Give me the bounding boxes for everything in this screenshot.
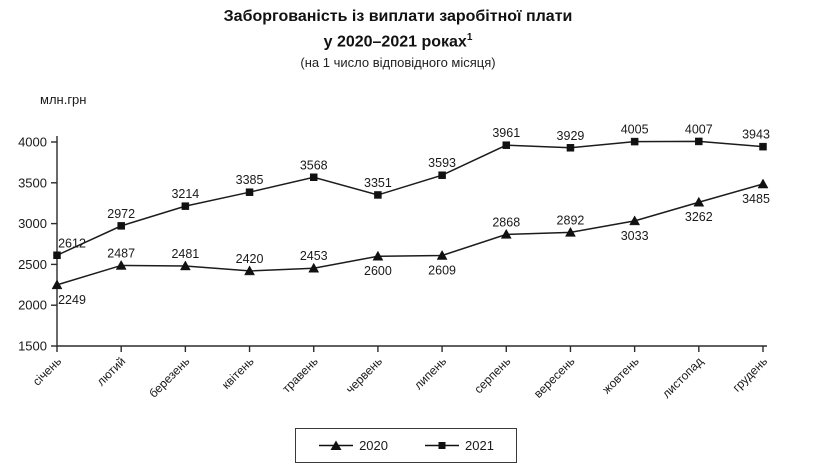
chart-header: Заборгованість із виплати заробітної пла… (0, 6, 796, 70)
data-label-2021: 3929 (557, 129, 585, 143)
data-label-2020: 2420 (236, 252, 264, 266)
data-label-2020: 2892 (557, 213, 585, 227)
x-axis-month-label: травень (279, 354, 320, 395)
data-label-2021: 2972 (107, 207, 135, 221)
data-label-2021: 3385 (236, 173, 264, 187)
series-2021-marker (759, 142, 767, 151)
series-2021-marker (309, 173, 318, 182)
series-2020-marker (372, 250, 384, 261)
legend-label-2021: 2021 (465, 438, 494, 453)
title-footnote-marker: 1 (466, 32, 473, 43)
x-axis-month-label: жовтень (600, 354, 642, 396)
x-axis-month-label: лютий (94, 354, 128, 388)
series-2020-marker (51, 279, 63, 290)
data-label-2020: 2249 (58, 293, 86, 307)
x-axis-month-label: січень (30, 354, 64, 388)
y-axis-tick-label: 2500 (18, 257, 47, 272)
series-2020-marker (308, 262, 320, 273)
data-label-2021: 3214 (171, 187, 199, 201)
data-label-2021: 3961 (492, 126, 520, 140)
series-2020-marker (757, 178, 769, 189)
chart-title-line2: у 2020–2021 роках1 (0, 27, 796, 52)
series-2020-marker (179, 260, 191, 271)
square-marker-icon (425, 442, 459, 449)
series-2021-marker (245, 188, 254, 196)
y-axis-tick-label: 3000 (18, 216, 47, 231)
x-axis-month-label: вересень (531, 354, 578, 401)
data-label-2020: 2453 (300, 249, 328, 263)
series-2021-marker (117, 222, 125, 230)
data-label-2021: 3568 (300, 158, 328, 172)
x-axis-month-label: квітень (219, 354, 257, 392)
data-label-2021: 2612 (58, 236, 86, 250)
data-label-2020: 3262 (685, 210, 713, 224)
series-2021-marker (374, 191, 382, 199)
series-2021-marker (438, 171, 446, 179)
y-axis-tick-label: 1500 (18, 339, 47, 354)
data-label-2020: 2487 (107, 246, 135, 260)
data-label-2021: 3943 (742, 128, 770, 142)
series-2020-line (56, 183, 764, 286)
series-2021-marker (502, 141, 511, 149)
x-axis-month-label: листопад (659, 354, 706, 401)
data-label-2020: 2481 (171, 247, 199, 261)
data-label-2020: 2600 (364, 264, 392, 278)
series-2020-marker (565, 226, 576, 237)
x-axis-month-label: березень (146, 354, 192, 400)
legend-item-2021: 2021 (424, 438, 494, 453)
chart-legend: 2020 2021 (295, 428, 517, 463)
data-label-2021: 4007 (685, 122, 713, 136)
series-2021-marker (630, 137, 639, 146)
legend-item-2020: 2020 (318, 438, 388, 453)
series-2021-marker (566, 144, 575, 152)
series-2021-marker (181, 202, 190, 210)
data-label-2020: 2868 (492, 215, 520, 229)
series-2020-marker (436, 249, 448, 260)
series-2020-marker (629, 215, 641, 226)
series-2021-marker (53, 251, 61, 260)
chart-title-text: Заборгованість із виплати заробітної пла… (223, 8, 573, 25)
data-label-2020: 3485 (742, 192, 770, 206)
data-label-2020: 2609 (428, 264, 456, 278)
triangle-marker-icon (319, 440, 354, 450)
x-axis-month-label: грудень (730, 354, 770, 394)
x-axis-month-label: липень (411, 354, 449, 392)
data-label-2021: 3351 (364, 176, 392, 190)
series-2020-marker (500, 228, 512, 239)
series-2020-marker (244, 265, 255, 276)
y-axis-tick-label: 4000 (18, 135, 47, 150)
data-label-2021: 3593 (428, 156, 456, 170)
chart-subtitle: (на 1 число відповідного місяця) (300, 55, 496, 71)
series-2021-line (56, 140, 764, 256)
data-label-2020: 3033 (621, 229, 649, 243)
series-2021-marker (695, 137, 703, 146)
x-axis-month-label: серпень (471, 354, 513, 396)
chart-title-line1: Заборгованість із виплати заробітної пла… (0, 6, 796, 27)
y-axis-unit-label: млн.грн (40, 92, 87, 107)
y-axis-tick-label: 2000 (18, 298, 47, 313)
data-label-2021: 4005 (621, 123, 649, 137)
series-2020-marker (693, 196, 705, 207)
y-axis-tick-label: 3500 (18, 175, 47, 190)
legend-label-2020: 2020 (359, 438, 388, 453)
x-axis-month-label: червень (343, 354, 385, 396)
series-2020-marker (115, 259, 127, 270)
chart-title-years: у 2020–2021 роках (323, 33, 467, 51)
